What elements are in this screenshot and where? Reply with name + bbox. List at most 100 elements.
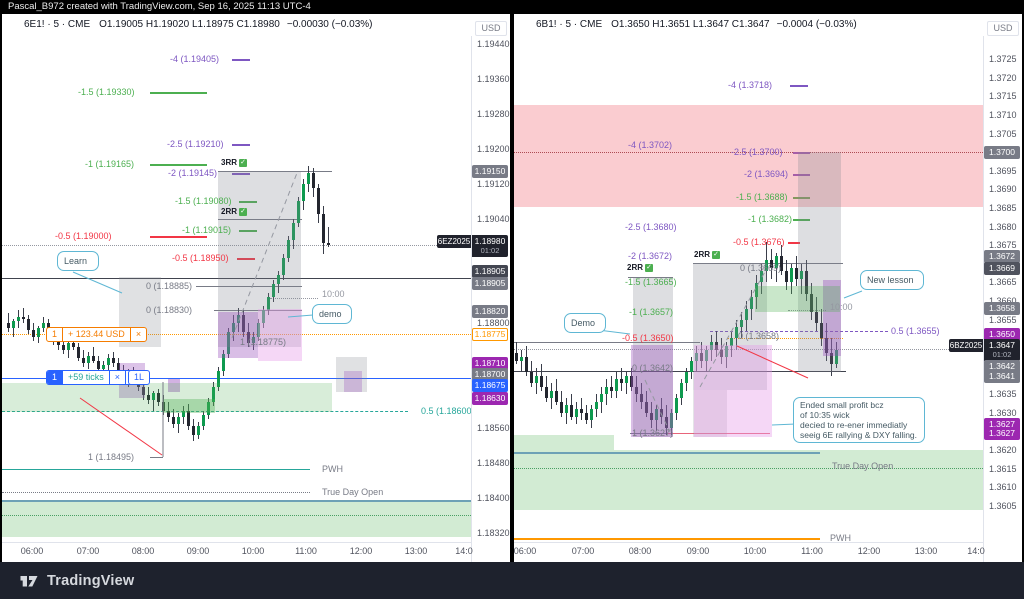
level-line[interactable] (793, 174, 810, 176)
level-line[interactable] (788, 310, 826, 311)
pill-cell[interactable]: + 123.44 USD (62, 328, 130, 341)
level-line[interactable] (514, 342, 700, 343)
level-line[interactable] (150, 236, 207, 238)
fib-label[interactable]: 0 (1.18885) (146, 281, 193, 291)
zone-box[interactable] (258, 309, 302, 361)
fib-label[interactable]: -4 (1.3702) (628, 140, 673, 150)
fib-label[interactable]: 0.5 (1.3655) (891, 326, 940, 336)
fib-label[interactable]: 0 (1.3669) (740, 263, 782, 273)
close-icon[interactable]: × (108, 371, 125, 384)
zone-box[interactable] (514, 450, 983, 510)
time-scale[interactable] (2, 542, 510, 562)
fib-label[interactable]: -0.5 (1.19000) (55, 231, 112, 241)
fib-label[interactable]: -0.5 (1.3676) (733, 237, 785, 247)
level-line[interactable] (150, 92, 207, 94)
fib-label[interactable]: 0 (1.18830) (146, 305, 193, 315)
level-line[interactable] (788, 242, 800, 244)
fib-label[interactable]: -2.5 (1.3680) (625, 222, 677, 232)
pill-cell[interactable]: 1 (52, 329, 58, 339)
pill-cell[interactable]: +59 ticks (62, 371, 109, 384)
zone-box[interactable] (693, 390, 727, 437)
rr-badge[interactable]: 2RR ✓ (221, 207, 248, 216)
pill-cell[interactable]: 1L (134, 372, 145, 382)
callout-bubble[interactable]: New lesson (860, 270, 924, 290)
pill-cell[interactable]: 1 (47, 371, 63, 384)
fib-label[interactable]: -0.5 (1.18950) (172, 253, 229, 263)
close-icon[interactable]: × (129, 328, 146, 341)
zone-box[interactable] (163, 399, 215, 413)
fib-label[interactable]: 0 (1.3658) (738, 331, 780, 341)
fib-label[interactable]: 1 (1.3627) (632, 428, 674, 438)
symbol-title[interactable]: 6E1! · 5 · CME (24, 19, 91, 30)
fib-label[interactable]: -1 (1.19165) (85, 159, 135, 169)
rr-badge[interactable]: 2RR ✓ (627, 263, 654, 272)
level-line[interactable] (150, 164, 207, 166)
fib-label[interactable]: -2.5 (1.3700) (731, 147, 783, 157)
currency-button[interactable]: USD (987, 21, 1019, 36)
fib-label[interactable]: -1.5 (1.3688) (736, 192, 788, 202)
zone-box[interactable] (2, 383, 332, 412)
fib-label[interactable]: 0.5 (1.18600) (421, 406, 475, 416)
callout-bubble[interactable]: Learn (57, 251, 99, 271)
fib-label[interactable]: PWH (322, 464, 343, 474)
fib-label[interactable]: -1.5 (1.19330) (78, 87, 135, 97)
level-line[interactable] (218, 171, 332, 172)
zone-box[interactable] (514, 105, 983, 207)
zone-box[interactable] (823, 280, 841, 356)
rr-badge[interactable]: 3RR ✓ (221, 158, 248, 167)
zone-box[interactable] (344, 371, 362, 392)
level-line[interactable] (793, 197, 810, 199)
symbol-title[interactable]: 6B1! · 5 · CME (536, 19, 603, 30)
fib-label[interactable]: -4 (1.19405) (170, 54, 220, 64)
fib-label[interactable]: -2 (1.3694) (744, 169, 789, 179)
fib-label[interactable]: True Day Open (322, 487, 384, 497)
zone-box[interactable] (168, 379, 180, 392)
level-line[interactable] (514, 538, 820, 540)
level-line[interactable] (2, 378, 471, 379)
level-line[interactable] (793, 152, 810, 154)
zone-box[interactable] (694, 345, 772, 437)
price-scale[interactable] (983, 36, 1022, 562)
level-line[interactable] (693, 263, 843, 264)
level-line[interactable] (710, 331, 888, 332)
time-scale[interactable] (514, 542, 1022, 562)
level-line[interactable] (628, 277, 673, 278)
level-line[interactable] (2, 500, 471, 502)
level-line[interactable] (793, 219, 810, 221)
level-line[interactable] (150, 457, 163, 458)
fib-label[interactable]: -1.5 (1.19080) (175, 196, 232, 206)
level-line[interactable] (232, 59, 250, 61)
zone-box[interactable] (798, 152, 841, 372)
level-line[interactable] (514, 468, 983, 469)
fib-label[interactable]: 1 (1.18775) (240, 337, 287, 347)
zone-box[interactable] (336, 357, 367, 392)
fib-label[interactable]: -2.5 (1.19210) (167, 139, 224, 149)
price-scale[interactable] (471, 36, 510, 562)
level-line[interactable] (2, 492, 310, 493)
fib-label[interactable]: -1.5 (1.3665) (625, 277, 677, 287)
level-line[interactable] (514, 152, 983, 153)
callout-bubble[interactable]: Ended small profit bcz of 10:35 wick decie… (793, 397, 925, 443)
level-line[interactable] (727, 338, 843, 339)
level-line[interactable] (2, 469, 310, 470)
callout-bubble[interactable]: Demo (564, 313, 606, 333)
fib-label[interactable]: PWH (830, 533, 851, 543)
rr-badge[interactable]: 2RR ✓ (694, 250, 721, 259)
zone-box[interactable] (2, 500, 471, 537)
zone-box[interactable] (755, 286, 840, 312)
zone-box[interactable] (218, 312, 258, 358)
fib-label[interactable]: -1 (1.3657) (629, 307, 674, 317)
trade-pill[interactable]: 1L (128, 370, 151, 385)
trade-pill[interactable]: 1+59 ticks×⇅ (46, 370, 145, 385)
fib-label[interactable]: 0 (1.3642) (632, 363, 674, 373)
level-line[interactable] (2, 411, 408, 412)
level-line[interactable] (232, 144, 250, 146)
fib-label[interactable]: -4 (1.3718) (728, 80, 773, 90)
callout-bubble[interactable]: demo (312, 304, 352, 324)
level-line[interactable] (2, 515, 471, 516)
fib-label[interactable]: -2 (1.19145) (168, 168, 218, 178)
fib-label[interactable]: -1 (1.19015) (182, 225, 232, 235)
level-line[interactable] (630, 433, 668, 434)
currency-button[interactable]: USD (475, 21, 507, 36)
level-line[interactable] (668, 433, 770, 434)
